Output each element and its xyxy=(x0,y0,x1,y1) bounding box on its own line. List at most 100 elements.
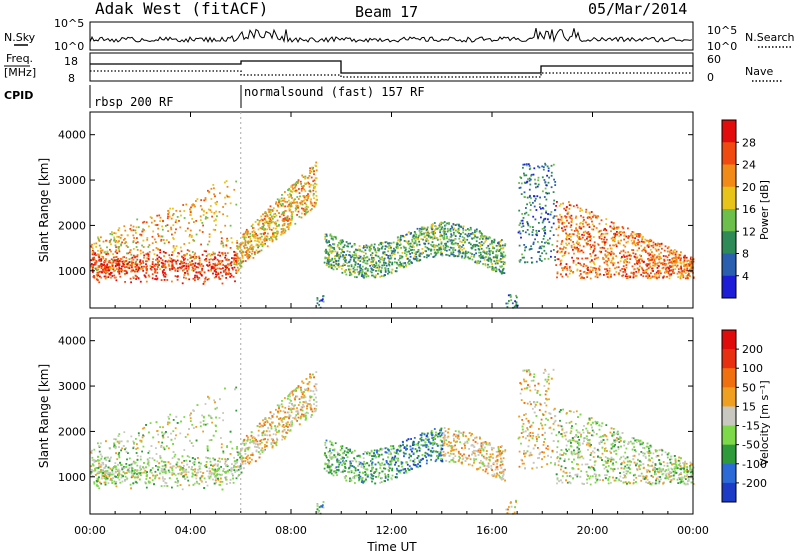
data-cell xyxy=(384,267,386,269)
data-cell xyxy=(336,251,339,253)
data-cell xyxy=(519,259,522,261)
data-cell xyxy=(607,257,610,260)
freq-left-label-1: Freq. xyxy=(6,52,33,65)
data-cell xyxy=(337,244,339,246)
data-cell xyxy=(427,248,430,250)
data-cell xyxy=(679,259,682,262)
data-cell xyxy=(417,235,420,237)
data-cell xyxy=(205,258,207,260)
data-cell xyxy=(105,276,108,279)
data-cell xyxy=(637,239,640,241)
data-cell xyxy=(593,244,596,247)
data-cell xyxy=(441,226,444,229)
data-cell xyxy=(295,208,298,210)
data-cell xyxy=(324,256,327,259)
data-cell xyxy=(498,250,500,252)
data-cell xyxy=(305,203,308,206)
data-cell xyxy=(198,259,201,262)
data-cell xyxy=(654,261,656,264)
data-cell xyxy=(414,239,417,242)
data-cell xyxy=(179,266,181,269)
data-cell xyxy=(567,211,570,214)
data-cell xyxy=(314,185,316,188)
data-cell xyxy=(190,256,193,259)
data-cell xyxy=(528,201,531,204)
data-cell xyxy=(371,268,374,271)
data-cell xyxy=(145,266,148,268)
data-cell xyxy=(613,244,616,247)
data-cell xyxy=(335,260,338,263)
data-cell xyxy=(560,262,562,265)
data-cell xyxy=(183,243,186,245)
data-cell xyxy=(677,270,680,273)
data-cell xyxy=(628,254,631,257)
data-cell xyxy=(686,269,688,272)
data-cell xyxy=(345,254,348,256)
data-cell xyxy=(536,234,538,237)
data-cell xyxy=(552,217,555,219)
data-cell xyxy=(95,254,97,256)
data-cell xyxy=(270,219,273,222)
data-cell xyxy=(655,271,658,274)
data-cell xyxy=(606,247,609,250)
data-cell xyxy=(608,270,611,272)
data-cell xyxy=(130,229,133,232)
data-cell xyxy=(526,221,529,223)
data-cell xyxy=(358,272,361,275)
data-cell xyxy=(446,235,448,238)
data-cell xyxy=(389,254,392,257)
data-cell xyxy=(603,247,606,250)
data-cell xyxy=(474,243,477,246)
data-cell xyxy=(651,275,654,278)
data-cell xyxy=(154,278,156,280)
data-cell xyxy=(448,238,450,241)
data-cell xyxy=(299,180,302,183)
data-cell xyxy=(187,268,190,271)
data-cell xyxy=(98,281,101,284)
data-cell xyxy=(603,261,606,264)
data-cell xyxy=(257,245,260,247)
data-cell xyxy=(647,246,650,248)
data-cell xyxy=(336,268,338,270)
data-cell xyxy=(502,251,505,254)
data-cell xyxy=(559,203,562,205)
data-cell xyxy=(478,255,481,258)
data-cell xyxy=(143,254,146,257)
data-cell xyxy=(213,263,216,266)
data-cell xyxy=(399,265,401,268)
data-cell xyxy=(136,267,138,269)
data-cell xyxy=(211,215,213,218)
data-cell xyxy=(667,266,670,269)
data-cell xyxy=(198,263,201,266)
data-cell xyxy=(400,234,402,237)
data-cell xyxy=(429,236,432,239)
data-cell xyxy=(469,226,472,229)
data-cell xyxy=(439,222,442,225)
data-cell xyxy=(375,264,378,267)
data-cell xyxy=(378,260,380,262)
data-cell xyxy=(674,252,677,255)
data-cell xyxy=(668,250,671,253)
data-cell xyxy=(647,276,649,278)
data-cell xyxy=(292,187,294,190)
data-cell xyxy=(354,276,356,278)
data-cell xyxy=(555,228,558,231)
data-cell xyxy=(543,229,545,232)
data-cell xyxy=(340,239,342,242)
data-cell xyxy=(469,252,472,255)
data-cell xyxy=(648,240,651,242)
data-cell xyxy=(655,244,657,247)
data-cell xyxy=(169,269,171,271)
data-cell xyxy=(176,255,179,258)
data-cell xyxy=(286,201,289,203)
data-cell xyxy=(290,201,293,204)
data-cell xyxy=(359,264,362,266)
data-cell xyxy=(374,276,377,279)
data-cell xyxy=(172,245,175,247)
data-cell xyxy=(192,263,195,265)
colorbar-tick-label: 8 xyxy=(742,248,749,261)
data-cell xyxy=(276,233,279,235)
data-cell xyxy=(284,229,287,232)
data-cell xyxy=(123,260,125,262)
data-cell xyxy=(255,232,257,235)
